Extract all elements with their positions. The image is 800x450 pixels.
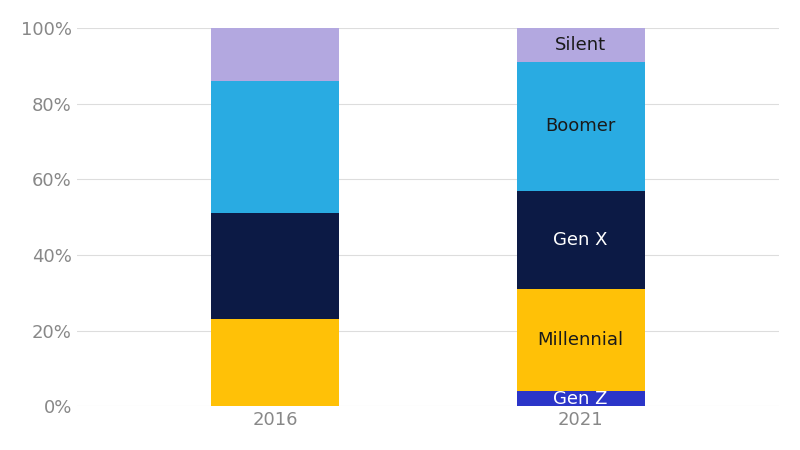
Bar — [211, 213, 339, 319]
Bar — [517, 191, 645, 289]
Bar — [211, 28, 339, 81]
Text: Gen Z: Gen Z — [554, 390, 608, 408]
Bar — [517, 62, 645, 191]
Text: Millennial: Millennial — [538, 331, 624, 349]
Bar — [211, 319, 339, 406]
Text: Boomer: Boomer — [546, 117, 616, 135]
Bar — [517, 391, 645, 406]
Bar — [211, 81, 339, 213]
Bar — [517, 28, 645, 62]
Text: Gen X: Gen X — [554, 231, 608, 249]
Text: Silent: Silent — [555, 36, 606, 54]
Bar — [517, 289, 645, 391]
